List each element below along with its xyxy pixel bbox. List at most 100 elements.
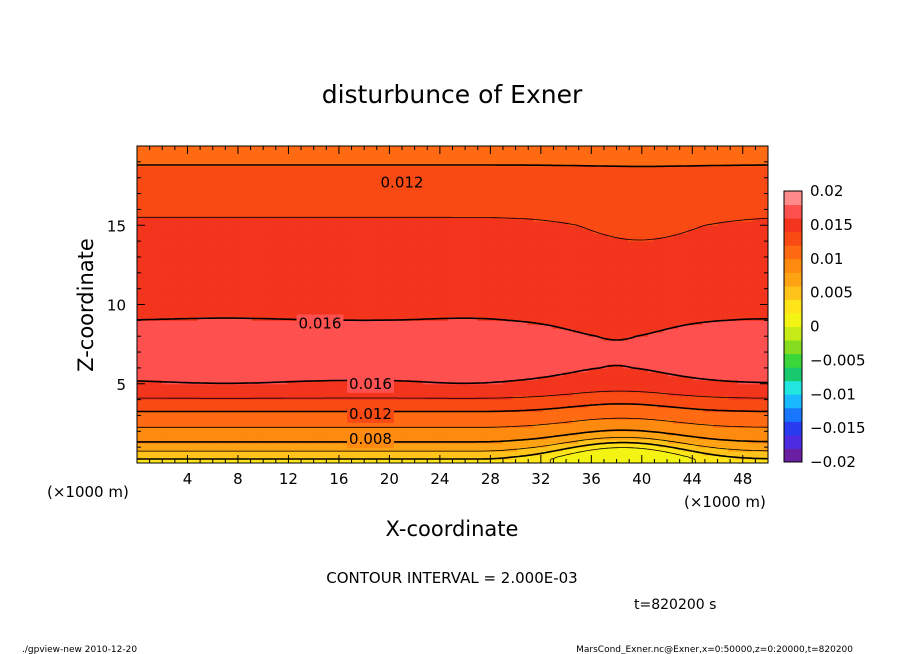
- field-cell: [137, 245, 143, 250]
- field-cell: [312, 375, 318, 381]
- field-cell: [337, 292, 343, 298]
- field-cell: [372, 237, 378, 242]
- field-cell: [342, 403, 348, 409]
- field-cell: [247, 403, 253, 409]
- field-cell: [322, 459, 328, 463]
- field-cell: [382, 205, 388, 210]
- field-cell: [407, 225, 414, 230]
- field-cell: [342, 146, 348, 151]
- field-cell: [177, 193, 183, 199]
- field-cell: [257, 455, 263, 460]
- field-cell: [162, 336, 168, 341]
- field-cell: [357, 272, 363, 278]
- field-cell: [422, 407, 429, 413]
- field-cell: [382, 241, 388, 246]
- field-cell: [207, 312, 213, 317]
- field-cell: [197, 391, 203, 397]
- field-cell: [417, 367, 424, 373]
- field-cell: [337, 284, 343, 290]
- field-cell: [217, 260, 223, 266]
- field-cell: [247, 256, 253, 262]
- field-cell: [227, 296, 233, 302]
- field-cell: [177, 348, 183, 353]
- field-cell: [432, 419, 439, 424]
- field-cell: [272, 324, 278, 329]
- field-cell: [202, 356, 208, 361]
- field-cell: [277, 213, 283, 218]
- field-cell: [342, 375, 348, 381]
- field-cell: [377, 320, 383, 325]
- field-cell: [362, 272, 368, 278]
- field-cell: [417, 348, 424, 353]
- field-cell: [412, 320, 419, 325]
- field-cell: [142, 423, 148, 428]
- field-cell: [212, 245, 218, 250]
- field-cell: [332, 193, 338, 199]
- field-cell: [262, 423, 268, 428]
- field-cell: [387, 288, 394, 294]
- field-cell: [402, 415, 409, 421]
- field-cell: [222, 304, 228, 310]
- field-cell: [432, 221, 439, 226]
- field-cell: [147, 189, 153, 195]
- field-cell: [312, 455, 318, 460]
- field-cell: [337, 280, 343, 286]
- field-cell: [262, 427, 268, 432]
- field-cell: [257, 423, 263, 428]
- field-cell: [442, 304, 449, 310]
- field-cell: [402, 205, 409, 210]
- field-cell: [322, 221, 328, 226]
- field-cell: [357, 356, 363, 361]
- field-cell: [367, 371, 373, 377]
- field-cell: [432, 363, 439, 369]
- field-cell: [222, 268, 228, 274]
- field-cell: [272, 359, 278, 365]
- field-cell: [237, 304, 243, 310]
- field-cell: [392, 375, 399, 381]
- field-cell: [407, 260, 414, 266]
- field-cell: [372, 328, 378, 333]
- field-cell: [287, 260, 293, 266]
- field-cell: [142, 359, 148, 365]
- field-cell: [217, 161, 223, 167]
- field-cell: [257, 165, 263, 171]
- field-cell: [297, 352, 303, 357]
- field-cell: [332, 169, 338, 175]
- field-cell: [332, 423, 338, 428]
- field-cell: [317, 161, 323, 167]
- field-cell: [172, 201, 178, 207]
- field-cell: [172, 225, 178, 230]
- field-cell: [277, 288, 283, 294]
- field-cell: [147, 399, 153, 405]
- field-cell: [342, 304, 348, 310]
- field-cell: [182, 423, 188, 428]
- field-cell: [297, 237, 303, 242]
- field-cell: [432, 241, 439, 246]
- field-cell: [162, 276, 168, 282]
- field-cell: [207, 272, 213, 278]
- field-cell: [417, 459, 424, 463]
- field-cell: [137, 427, 143, 432]
- field-cell: [362, 268, 368, 274]
- field-cell: [322, 367, 328, 373]
- field-cell: [277, 447, 283, 452]
- field-cell: [227, 169, 233, 175]
- field-cell: [247, 379, 253, 385]
- field-cell: [187, 229, 193, 234]
- field-cell: [352, 391, 358, 397]
- field-cell: [322, 165, 328, 171]
- field-cell: [207, 221, 213, 226]
- field-cell: [262, 443, 268, 448]
- field-cell: [147, 300, 153, 306]
- field-cell: [417, 340, 424, 345]
- field-cell: [432, 185, 439, 191]
- field-cell: [242, 205, 248, 210]
- field-cell: [272, 363, 278, 369]
- field-cell: [152, 245, 158, 250]
- field-cell: [302, 431, 308, 436]
- field-cell: [397, 169, 404, 175]
- field-cell: [172, 431, 178, 436]
- field-cell: [137, 459, 143, 463]
- field-cell: [322, 292, 328, 298]
- field-cell: [347, 272, 353, 278]
